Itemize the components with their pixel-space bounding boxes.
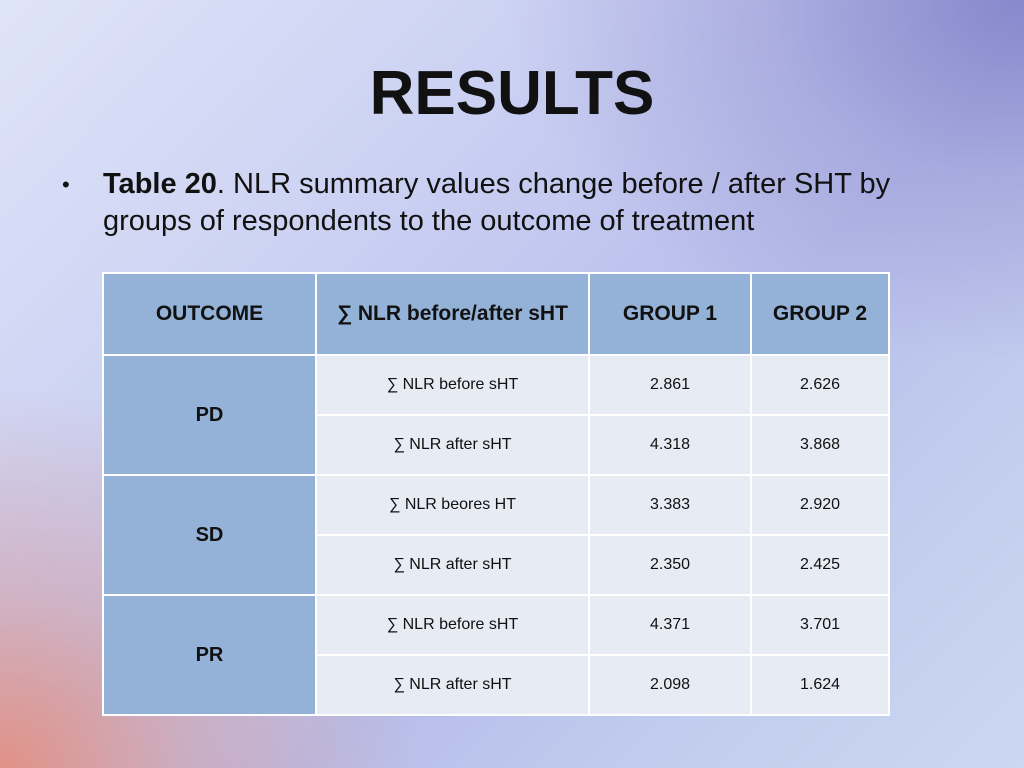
header-outcome: OUTCOME — [102, 272, 317, 356]
group1-value: 2.861 — [588, 354, 752, 416]
table-row: PD ∑ NLR before sHT 2.861 2.626 — [102, 354, 890, 476]
bullet-dot-icon: • — [62, 172, 70, 197]
table-row: ∑ NLR after sHT 4.318 3.868 — [103, 414, 890, 476]
measure-cell: ∑ NLR before sHT — [315, 594, 590, 656]
group2-value: 1.624 — [750, 654, 890, 716]
table-caption-text: . NLR summary values change before / aft… — [103, 168, 891, 237]
group2-value: 3.868 — [750, 414, 890, 476]
results-table: OUTCOME ∑ NLR before/after sHT GROUP 1 G… — [102, 272, 890, 716]
measure-cell: ∑ NLR beores HT — [315, 474, 590, 536]
table-row: PR ∑ NLR before sHT 4.371 3.701 — [102, 594, 890, 716]
group1-value: 2.098 — [588, 654, 752, 716]
outcome-pd: PD — [102, 354, 317, 476]
header-measure: ∑ NLR before/after sHT — [315, 272, 590, 356]
outcome-sd: SD — [102, 474, 317, 596]
header-group-2: GROUP 2 — [750, 272, 890, 356]
table-header-row: OUTCOME ∑ NLR before/after sHT GROUP 1 G… — [102, 272, 890, 356]
table-row: ∑ NLR after sHT 2.098 1.624 — [103, 654, 890, 716]
table-row: SD ∑ NLR beores HT 3.383 2.920 — [102, 474, 890, 596]
measure-cell: ∑ NLR after sHT — [315, 534, 590, 596]
bullet-item: • Table 20. NLR summary values change be… — [62, 166, 982, 240]
group1-value: 3.383 — [588, 474, 752, 536]
group2-value: 2.626 — [750, 354, 890, 416]
group1-value: 2.350 — [588, 534, 752, 596]
table-row: ∑ NLR after sHT 2.350 2.425 — [103, 534, 890, 596]
group1-value: 4.318 — [588, 414, 752, 476]
header-group-1: GROUP 1 — [588, 272, 752, 356]
measure-cell: ∑ NLR after sHT — [315, 654, 590, 716]
measure-cell: ∑ NLR after sHT — [315, 414, 590, 476]
table-caption: Table 20. NLR summary values change befo… — [103, 166, 982, 240]
group2-value: 2.920 — [750, 474, 890, 536]
outcome-pr: PR — [102, 594, 317, 716]
table-caption-label: Table 20 — [103, 168, 217, 200]
group1-value: 4.371 — [588, 594, 752, 656]
measure-cell: ∑ NLR before sHT — [315, 354, 590, 416]
group2-value: 2.425 — [750, 534, 890, 596]
slide-title: RESULTS — [369, 59, 655, 128]
group2-value: 3.701 — [750, 594, 890, 656]
